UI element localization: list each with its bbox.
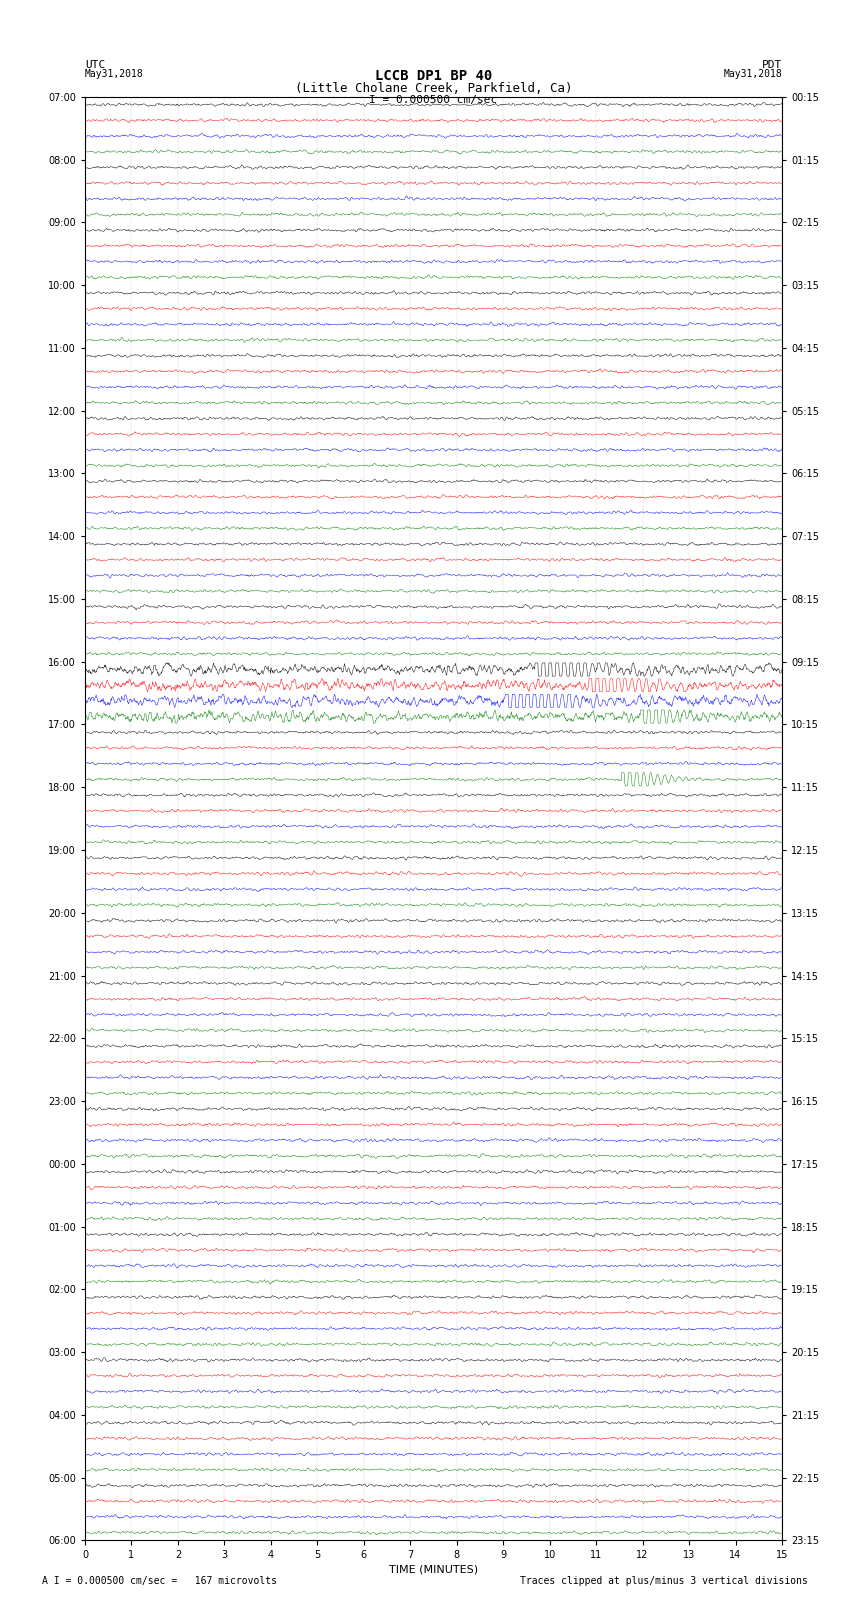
Text: (Little Cholane Creek, Parkfield, Ca): (Little Cholane Creek, Parkfield, Ca) xyxy=(295,82,572,95)
Text: A I = 0.000500 cm/sec =   167 microvolts: A I = 0.000500 cm/sec = 167 microvolts xyxy=(42,1576,277,1586)
Text: May31,2018: May31,2018 xyxy=(85,69,144,79)
Text: PDT: PDT xyxy=(762,60,782,69)
Text: Traces clipped at plus/minus 3 vertical divisions: Traces clipped at plus/minus 3 vertical … xyxy=(519,1576,808,1586)
Text: I = 0.000500 cm/sec: I = 0.000500 cm/sec xyxy=(370,95,497,105)
Text: LCCB DP1 BP 40: LCCB DP1 BP 40 xyxy=(375,69,492,82)
Text: May31,2018: May31,2018 xyxy=(723,69,782,79)
Text: UTC: UTC xyxy=(85,60,105,69)
X-axis label: TIME (MINUTES): TIME (MINUTES) xyxy=(389,1565,478,1574)
